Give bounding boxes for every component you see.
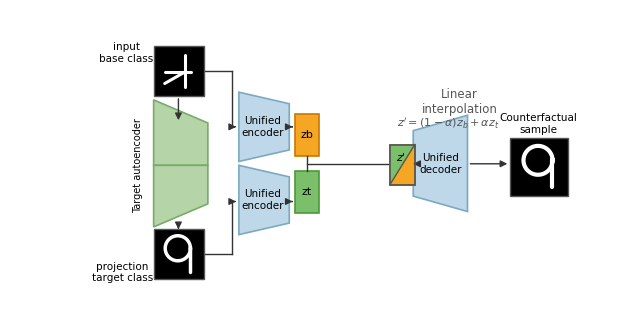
Polygon shape [390,145,415,185]
Polygon shape [154,100,208,165]
Polygon shape [154,165,208,227]
Text: zt: zt [302,187,312,197]
Bar [390,145,415,185]
Bar [154,229,204,279]
Bar [510,138,568,196]
Text: Linear
interpolation: Linear interpolation [422,88,498,116]
Bar [296,171,319,213]
Text: input
base class: input base class [99,42,154,64]
Text: $z' = (1-\alpha)z_b + \alpha z_t$: $z' = (1-\alpha)z_b + \alpha z_t$ [397,117,499,131]
Text: z': z' [396,152,404,163]
Text: zb: zb [301,130,314,140]
Polygon shape [239,92,289,161]
Text: Counterfactual
sample: Counterfactual sample [500,113,578,135]
Text: Unified
decoder: Unified decoder [419,153,461,174]
Bar [296,114,319,156]
Polygon shape [239,165,289,235]
Bar [390,145,415,185]
Polygon shape [413,115,467,211]
Bar [154,46,204,96]
Text: Unified
encoder: Unified encoder [241,116,284,137]
Text: Target autoencoder: Target autoencoder [133,118,143,213]
Text: projection
target class: projection target class [92,262,153,283]
Text: Unified
encoder: Unified encoder [241,189,284,211]
